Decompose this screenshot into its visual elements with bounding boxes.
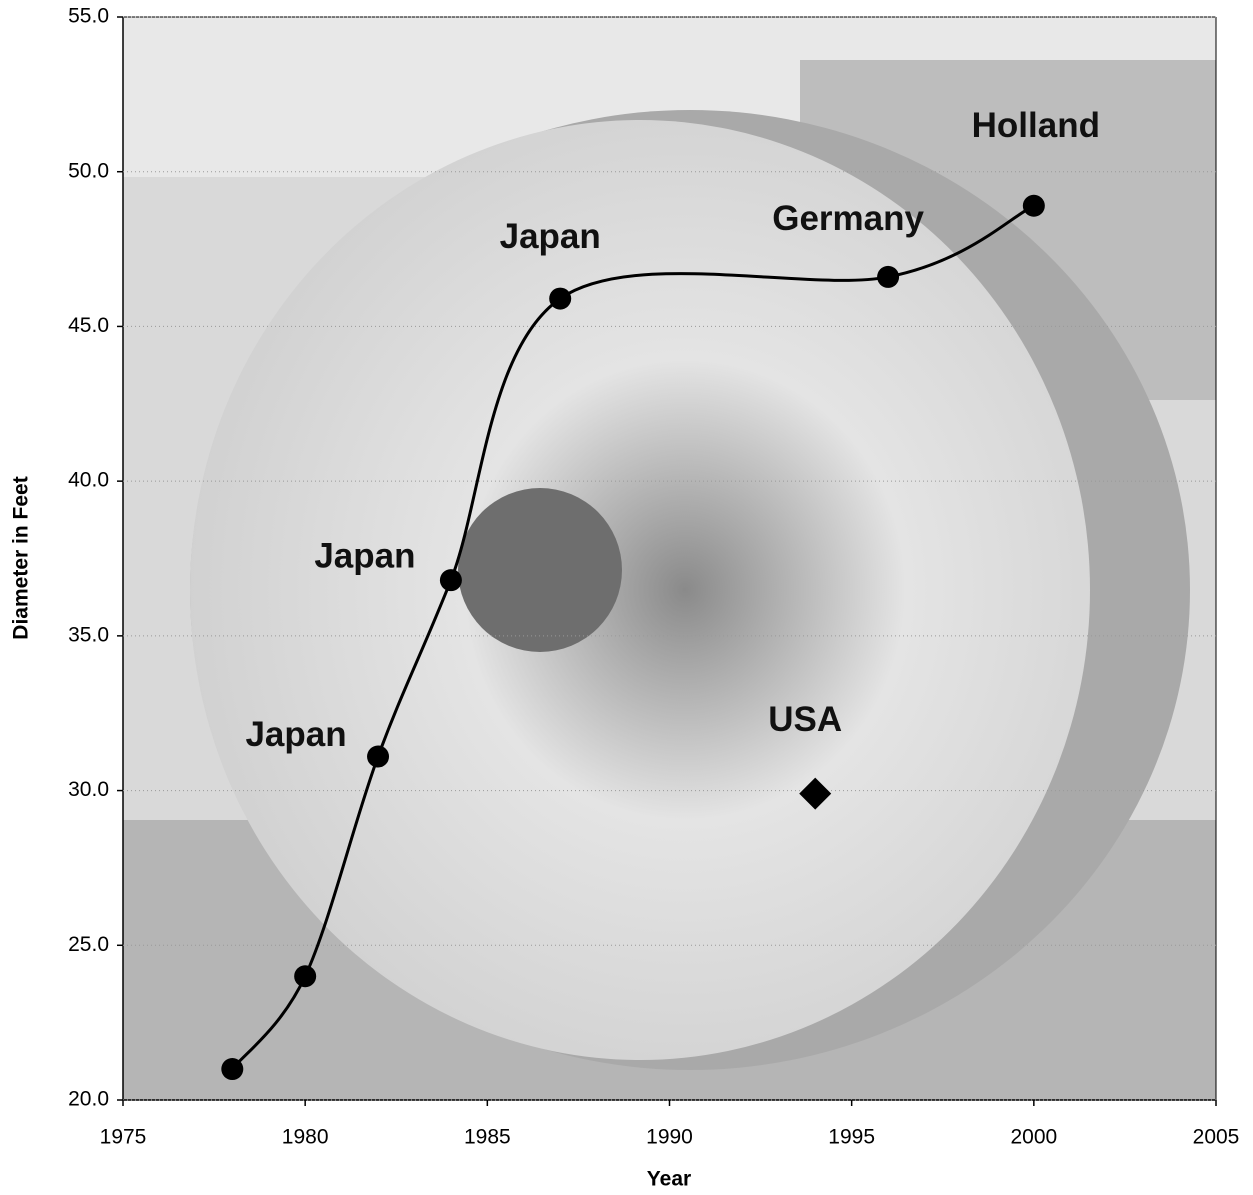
y-tick-label: 25.0 [68,933,109,956]
annotation: Holland [972,106,1100,145]
x-tick-label: 2000 [1010,1126,1057,1149]
point-marker [549,287,572,310]
point-marker [1022,194,1045,217]
point-marker [294,965,317,988]
x-tick-label: 1985 [464,1126,511,1149]
x-tick-label: 1990 [646,1126,693,1149]
diamond-marker [799,777,832,810]
x-axis-title: Year [647,1168,691,1191]
y-tick-label: 35.0 [68,623,109,646]
point-marker [877,265,900,288]
annotation: Japan [245,715,346,754]
annotation: USA [768,700,842,739]
y-tick-label: 45.0 [68,314,109,337]
y-tick-label: 30.0 [68,778,109,801]
y-tick-label: 40.0 [68,469,109,492]
x-tick-label: 2005 [1193,1126,1240,1149]
annotation: Japan [500,217,601,256]
annotation: Germany [772,199,924,238]
point-marker [439,569,462,592]
y-axis-title: Diameter in Feet [10,476,33,639]
line [231,204,1035,1070]
point-marker [221,1058,244,1081]
y-tick-label: 50.0 [68,159,109,182]
y-tick-label: 20.0 [68,1088,109,1111]
point-marker [367,745,390,768]
x-tick-label: 1975 [100,1126,147,1149]
background-photo [123,17,1216,1100]
y-tick-label: 55.0 [68,5,109,28]
x-tick-label: 1995 [828,1126,875,1149]
annotation: Japan [314,536,415,575]
x-tick-label: 1980 [282,1126,329,1149]
